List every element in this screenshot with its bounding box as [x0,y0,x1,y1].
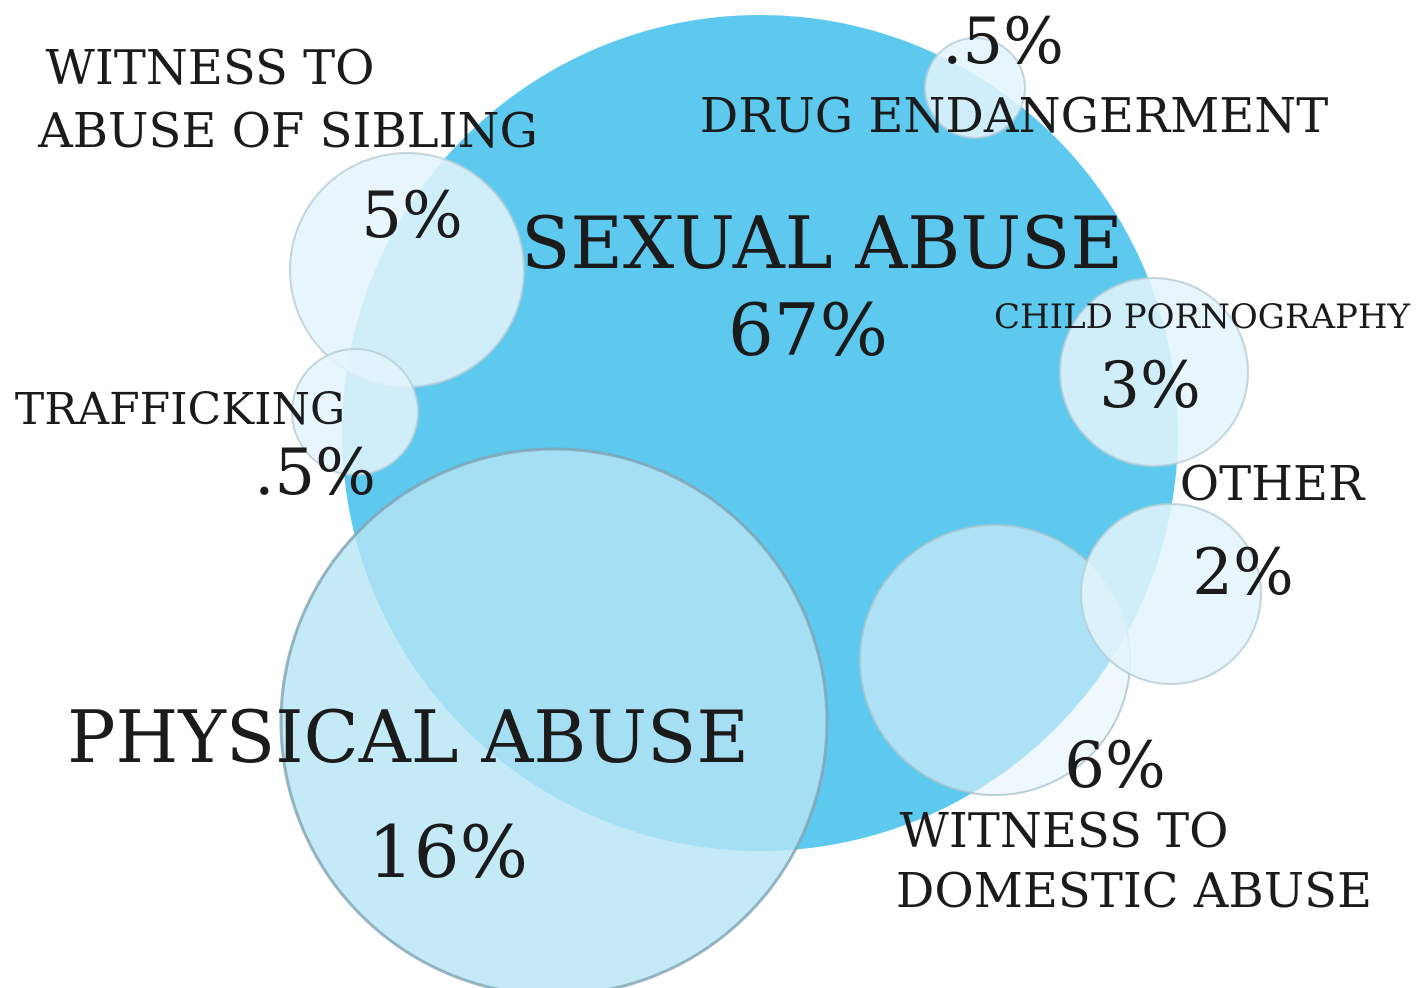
value-label-other: 2% [1192,536,1294,610]
label-witness-to-abuse-of-sibling-line-2: ABUSE OF SIBLING [37,103,538,159]
bubble-drug-endangerment [924,37,1026,139]
bubble-other [1080,503,1262,685]
value-label-physical-abuse: 16% [368,810,528,894]
bubble-child-pornography [1059,277,1249,467]
label-drug-endangerment: DRUG ENDANGERMENT [700,88,1329,144]
label-witness-to-domestic-abuse-line-2: DOMESTIC ABUSE [896,863,1372,919]
label-physical-abuse: PHYSICAL ABUSE [67,695,749,779]
bubble-trafficking [291,348,419,476]
value-label-witness-to-domestic-abuse: 6% [1064,729,1166,803]
label-witness-to-domestic-abuse-line-1: WITNESS TO [900,803,1229,859]
label-other: OTHER [1180,456,1366,512]
value-label-trafficking: .5% [254,436,376,510]
value-label-witness-to-abuse-of-sibling: 5% [361,179,463,253]
value-label-sexual-abuse: 67% [728,288,888,372]
bubble-physical-abuse [279,447,829,988]
label-child-pornography: CHILD PORNOGRAPHY [994,297,1411,337]
label-sexual-abuse: SEXUAL ABUSE [521,201,1123,285]
bubbles-layer [279,15,1262,988]
label-trafficking: TRAFFICKING [15,384,345,435]
label-witness-to-abuse-of-sibling-line-1: WITNESS TO [46,40,375,96]
value-label-child-pornography: 3% [1099,349,1201,423]
value-label-drug-endangerment: .5% [942,5,1064,79]
